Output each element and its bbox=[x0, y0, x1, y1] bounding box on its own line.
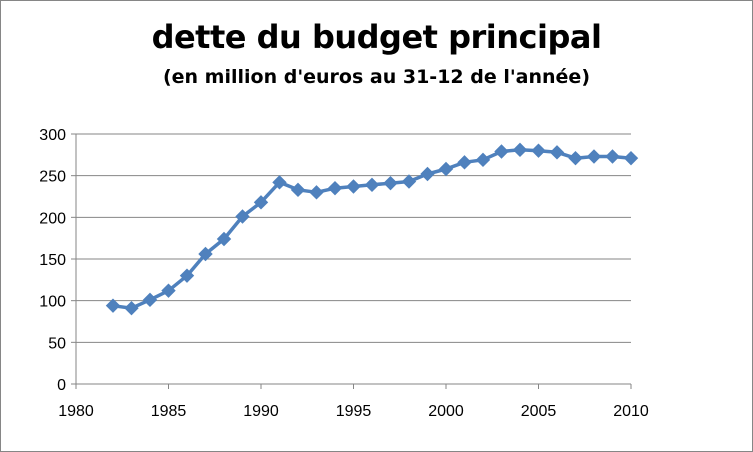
data-point-1989 bbox=[235, 209, 250, 224]
data-point-1990 bbox=[253, 195, 269, 210]
data-point-1994 bbox=[327, 180, 343, 196]
series-line-0 bbox=[112, 148, 632, 310]
y-tick-label-250: 250 bbox=[39, 169, 66, 186]
x-tick-label-2005: 2005 bbox=[521, 403, 557, 420]
data-point-2003 bbox=[494, 144, 509, 159]
x-tick-label-1990: 1990 bbox=[243, 403, 279, 420]
y-tick-label-0: 0 bbox=[57, 377, 66, 394]
data-point-2000 bbox=[438, 161, 454, 177]
chart-subtitle: (en million d'euros au 31-12 de l'année) bbox=[162, 66, 591, 88]
data-point-1997 bbox=[383, 175, 398, 191]
data-point-1983 bbox=[124, 300, 139, 316]
x-tick-label-1980: 1980 bbox=[58, 403, 94, 420]
y-tick-label-300: 300 bbox=[39, 127, 66, 144]
x-tick-label-1995: 1995 bbox=[336, 403, 372, 420]
data-point-1999 bbox=[420, 166, 435, 182]
y-tick-labels: 0 50 100 150 200 250 300 bbox=[39, 127, 66, 394]
data-point-1988 bbox=[216, 231, 232, 247]
data-point-2006 bbox=[549, 145, 565, 160]
data-point-1987 bbox=[198, 246, 213, 262]
y-tick-label-50: 50 bbox=[48, 335, 66, 352]
data-point-1986 bbox=[179, 268, 195, 283]
data-point-2001 bbox=[457, 155, 472, 170]
data-point-1984 bbox=[142, 292, 158, 308]
data-point-1996 bbox=[364, 177, 380, 193]
axes bbox=[71, 133, 632, 389]
data-point-2007 bbox=[568, 150, 583, 166]
data-point-1985 bbox=[161, 283, 176, 298]
gridlines bbox=[76, 133, 631, 343]
y-tick-label-100: 100 bbox=[39, 294, 66, 311]
y-tick-label-200: 200 bbox=[39, 210, 66, 227]
data-point-2010 bbox=[623, 150, 639, 166]
x-tick-label-2000: 2000 bbox=[428, 403, 464, 420]
series-group bbox=[105, 142, 639, 316]
data-point-1982 bbox=[105, 298, 121, 313]
data-point-2004 bbox=[512, 142, 528, 158]
x-tick-labels: 1980 1985 1990 1995 2000 2005 2010 bbox=[58, 403, 649, 420]
data-point-1992 bbox=[290, 182, 306, 198]
data-point-2008 bbox=[586, 149, 602, 164]
data-point-2009 bbox=[605, 149, 620, 164]
data-point-1991 bbox=[272, 175, 287, 190]
chart-title: dette du budget principal bbox=[151, 18, 602, 56]
data-point-1995 bbox=[346, 179, 361, 194]
data-point-2002 bbox=[475, 152, 491, 168]
data-point-2005 bbox=[531, 143, 546, 158]
y-tick-label-150: 150 bbox=[39, 252, 66, 269]
x-tick-label-2010: 2010 bbox=[613, 403, 649, 420]
x-tick-label-1985: 1985 bbox=[151, 403, 187, 420]
data-point-1998 bbox=[401, 174, 417, 189]
data-point-1993 bbox=[309, 185, 324, 200]
